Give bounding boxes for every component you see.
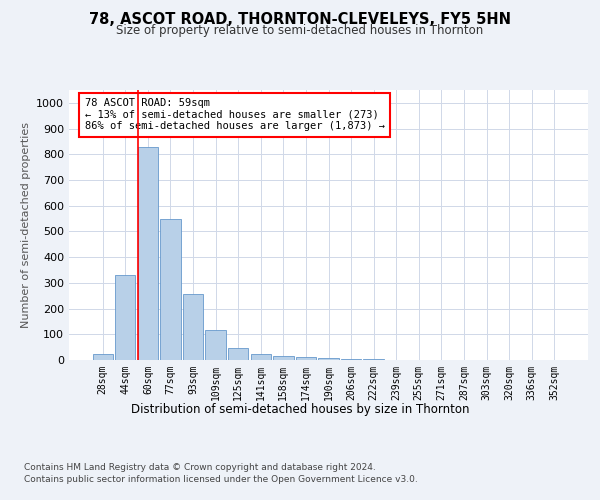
Text: Contains public sector information licensed under the Open Government Licence v3: Contains public sector information licen… [24,475,418,484]
Text: 78, ASCOT ROAD, THORNTON-CLEVELEYS, FY5 5HN: 78, ASCOT ROAD, THORNTON-CLEVELEYS, FY5 … [89,12,511,28]
Y-axis label: Number of semi-detached properties: Number of semi-detached properties [20,122,31,328]
Bar [160,218,181,360]
Bar [205,330,226,360]
Text: Distribution of semi-detached houses by size in Thornton: Distribution of semi-detached houses by … [131,402,469,415]
Bar [183,294,203,360]
Bar [138,146,158,360]
Text: Contains HM Land Registry data © Crown copyright and database right 2024.: Contains HM Land Registry data © Crown c… [24,462,376,471]
Bar [319,358,338,360]
Bar [115,275,136,360]
Text: Size of property relative to semi-detached houses in Thornton: Size of property relative to semi-detach… [116,24,484,37]
Bar [251,354,271,360]
Bar [296,356,316,360]
Bar [228,348,248,360]
Bar [92,354,113,360]
Bar [341,359,361,360]
Bar [273,356,293,360]
Text: 78 ASCOT ROAD: 59sqm
← 13% of semi-detached houses are smaller (273)
86% of semi: 78 ASCOT ROAD: 59sqm ← 13% of semi-detac… [85,98,385,132]
